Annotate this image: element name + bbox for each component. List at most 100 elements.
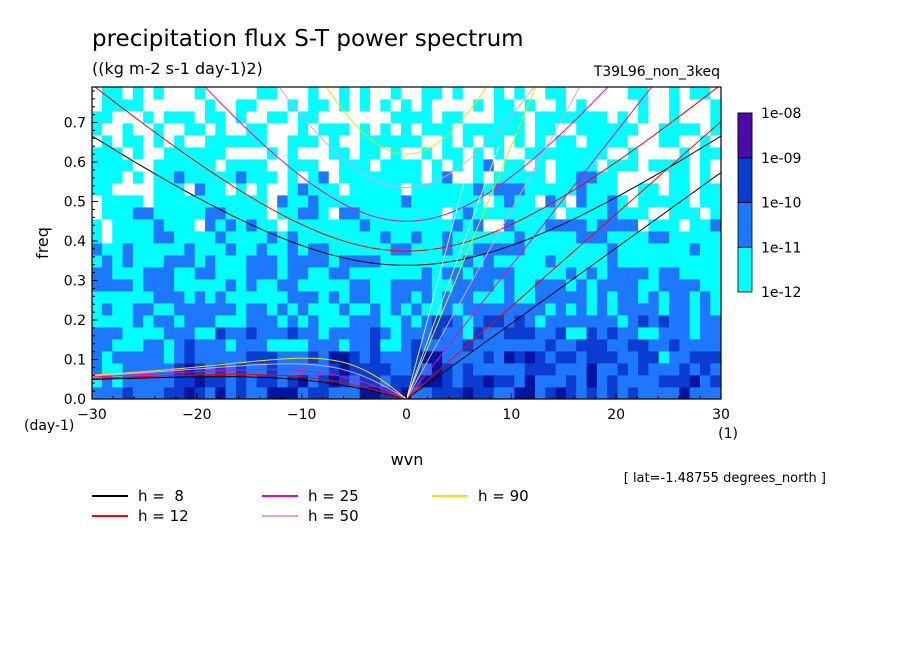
- heatmap-cell: [235, 146, 248, 160]
- heatmap-cell: [359, 218, 371, 232]
- heatmap-cell: [493, 110, 505, 124]
- heatmap-cell: [565, 302, 578, 316]
- heatmap-cell: [359, 278, 371, 292]
- y-tick-label: 0.2: [64, 313, 86, 329]
- heatmap-cell: [122, 110, 134, 124]
- heatmap-cell: [349, 350, 361, 364]
- heatmap-cell: [225, 134, 237, 148]
- heatmap-cell: [627, 98, 639, 112]
- heatmap-cell: [483, 146, 495, 160]
- heatmap-cell: [596, 350, 608, 364]
- curve-kelvin-h8: [406, 172, 721, 399]
- heatmap-cell: [215, 386, 227, 399]
- heatmap-cell: [225, 254, 237, 268]
- heatmap-cell: [483, 218, 495, 232]
- heatmap-cell: [534, 362, 547, 376]
- heatmap-cell: [215, 350, 227, 364]
- heatmap-cell: [92, 326, 103, 340]
- heatmap-cell: [689, 302, 701, 316]
- dispersion-curves: [92, 87, 721, 399]
- heatmap-cell: [679, 206, 691, 220]
- heatmap-cell: [122, 290, 134, 304]
- heatmap-cell: [318, 158, 330, 172]
- heatmap-cell: [699, 278, 712, 292]
- heatmap-cell: [607, 170, 619, 184]
- heatmap-cell: [235, 350, 248, 364]
- heatmap-cell: [607, 314, 619, 328]
- heatmap-cell: [266, 134, 279, 148]
- heatmap-cell: [163, 386, 175, 399]
- heatmap-cell: [153, 134, 165, 148]
- heatmap-cell: [596, 206, 608, 220]
- heatmap-cell: [699, 326, 712, 340]
- heatmap-cell: [297, 206, 309, 220]
- heatmap-cell: [400, 314, 413, 328]
- heatmap-cell: [421, 194, 433, 208]
- heatmap-cell: [174, 350, 186, 364]
- run-label: T39L96_non_3keq: [593, 64, 720, 80]
- heatmap-cell: [534, 338, 547, 352]
- heatmap-cell: [421, 302, 433, 316]
- heatmap-cell: [576, 362, 588, 376]
- heatmap-cell: [194, 290, 206, 304]
- heatmap-cell: [431, 218, 443, 232]
- heatmap-cell: [184, 182, 196, 196]
- heatmap-cell: [205, 314, 217, 328]
- heatmap-cell: [411, 386, 423, 399]
- heatmap-cell: [699, 146, 712, 160]
- heatmap-cell: [256, 314, 268, 328]
- heatmap-cell: [669, 290, 681, 304]
- heatmap-cell: [277, 206, 289, 220]
- heatmap-cell: [524, 362, 536, 376]
- heatmap-cell: [452, 278, 464, 292]
- x-tick-label: 0: [402, 407, 411, 423]
- heatmap-cell: [143, 146, 155, 160]
- heatmap-cell: [318, 194, 330, 208]
- heatmap-cell: [184, 146, 196, 160]
- heatmap-cell: [297, 302, 309, 316]
- heatmap-cell: [132, 278, 144, 292]
- heatmap-cell: [359, 122, 371, 136]
- heatmap-cell: [370, 194, 382, 208]
- heatmap-cell: [524, 290, 536, 304]
- heatmap-cell: [308, 362, 320, 376]
- heatmap-cell: [122, 230, 134, 244]
- heatmap-cell: [431, 338, 443, 352]
- heatmap-cell: [607, 87, 619, 100]
- heatmap-cell: [710, 362, 721, 376]
- heatmap-cell: [163, 218, 175, 232]
- heatmap-cell: [669, 278, 681, 292]
- heatmap-cell: [689, 374, 701, 388]
- heatmap-cell: [442, 386, 454, 399]
- heatmap-cell: [143, 386, 155, 399]
- heatmap-cell: [101, 110, 114, 124]
- heatmap-cell: [710, 326, 721, 340]
- heatmap-cell: [122, 302, 134, 316]
- heatmap-cell: [112, 290, 124, 304]
- heatmap-cell: [473, 182, 485, 196]
- heatmap-cell: [92, 110, 103, 124]
- heatmap-cell: [411, 326, 423, 340]
- heatmap-cell: [669, 362, 681, 376]
- heatmap-cell: [710, 98, 721, 112]
- heatmap-cell: [514, 134, 526, 148]
- heatmap-cell: [586, 194, 598, 208]
- heatmap-cell: [576, 134, 588, 148]
- heatmap-cell: [92, 254, 103, 268]
- heatmap-cell: [514, 158, 526, 172]
- heatmap-cell: [565, 290, 578, 304]
- heatmap-cell: [607, 242, 619, 256]
- heatmap-cell: [555, 338, 567, 352]
- heatmap-cell: [689, 194, 701, 208]
- heatmap-cell: [277, 122, 289, 136]
- heatmap-cell: [607, 266, 619, 280]
- heatmap-cell: [225, 206, 237, 220]
- heatmap-cell: [607, 326, 619, 340]
- heatmap-cell: [390, 182, 402, 196]
- heatmap-cell: [122, 206, 134, 220]
- heatmap-cell: [359, 386, 371, 399]
- heatmap-cell: [153, 158, 165, 172]
- heatmap-cell: [689, 182, 701, 196]
- heatmap-cell: [596, 362, 608, 376]
- heatmap-cell: [318, 242, 330, 256]
